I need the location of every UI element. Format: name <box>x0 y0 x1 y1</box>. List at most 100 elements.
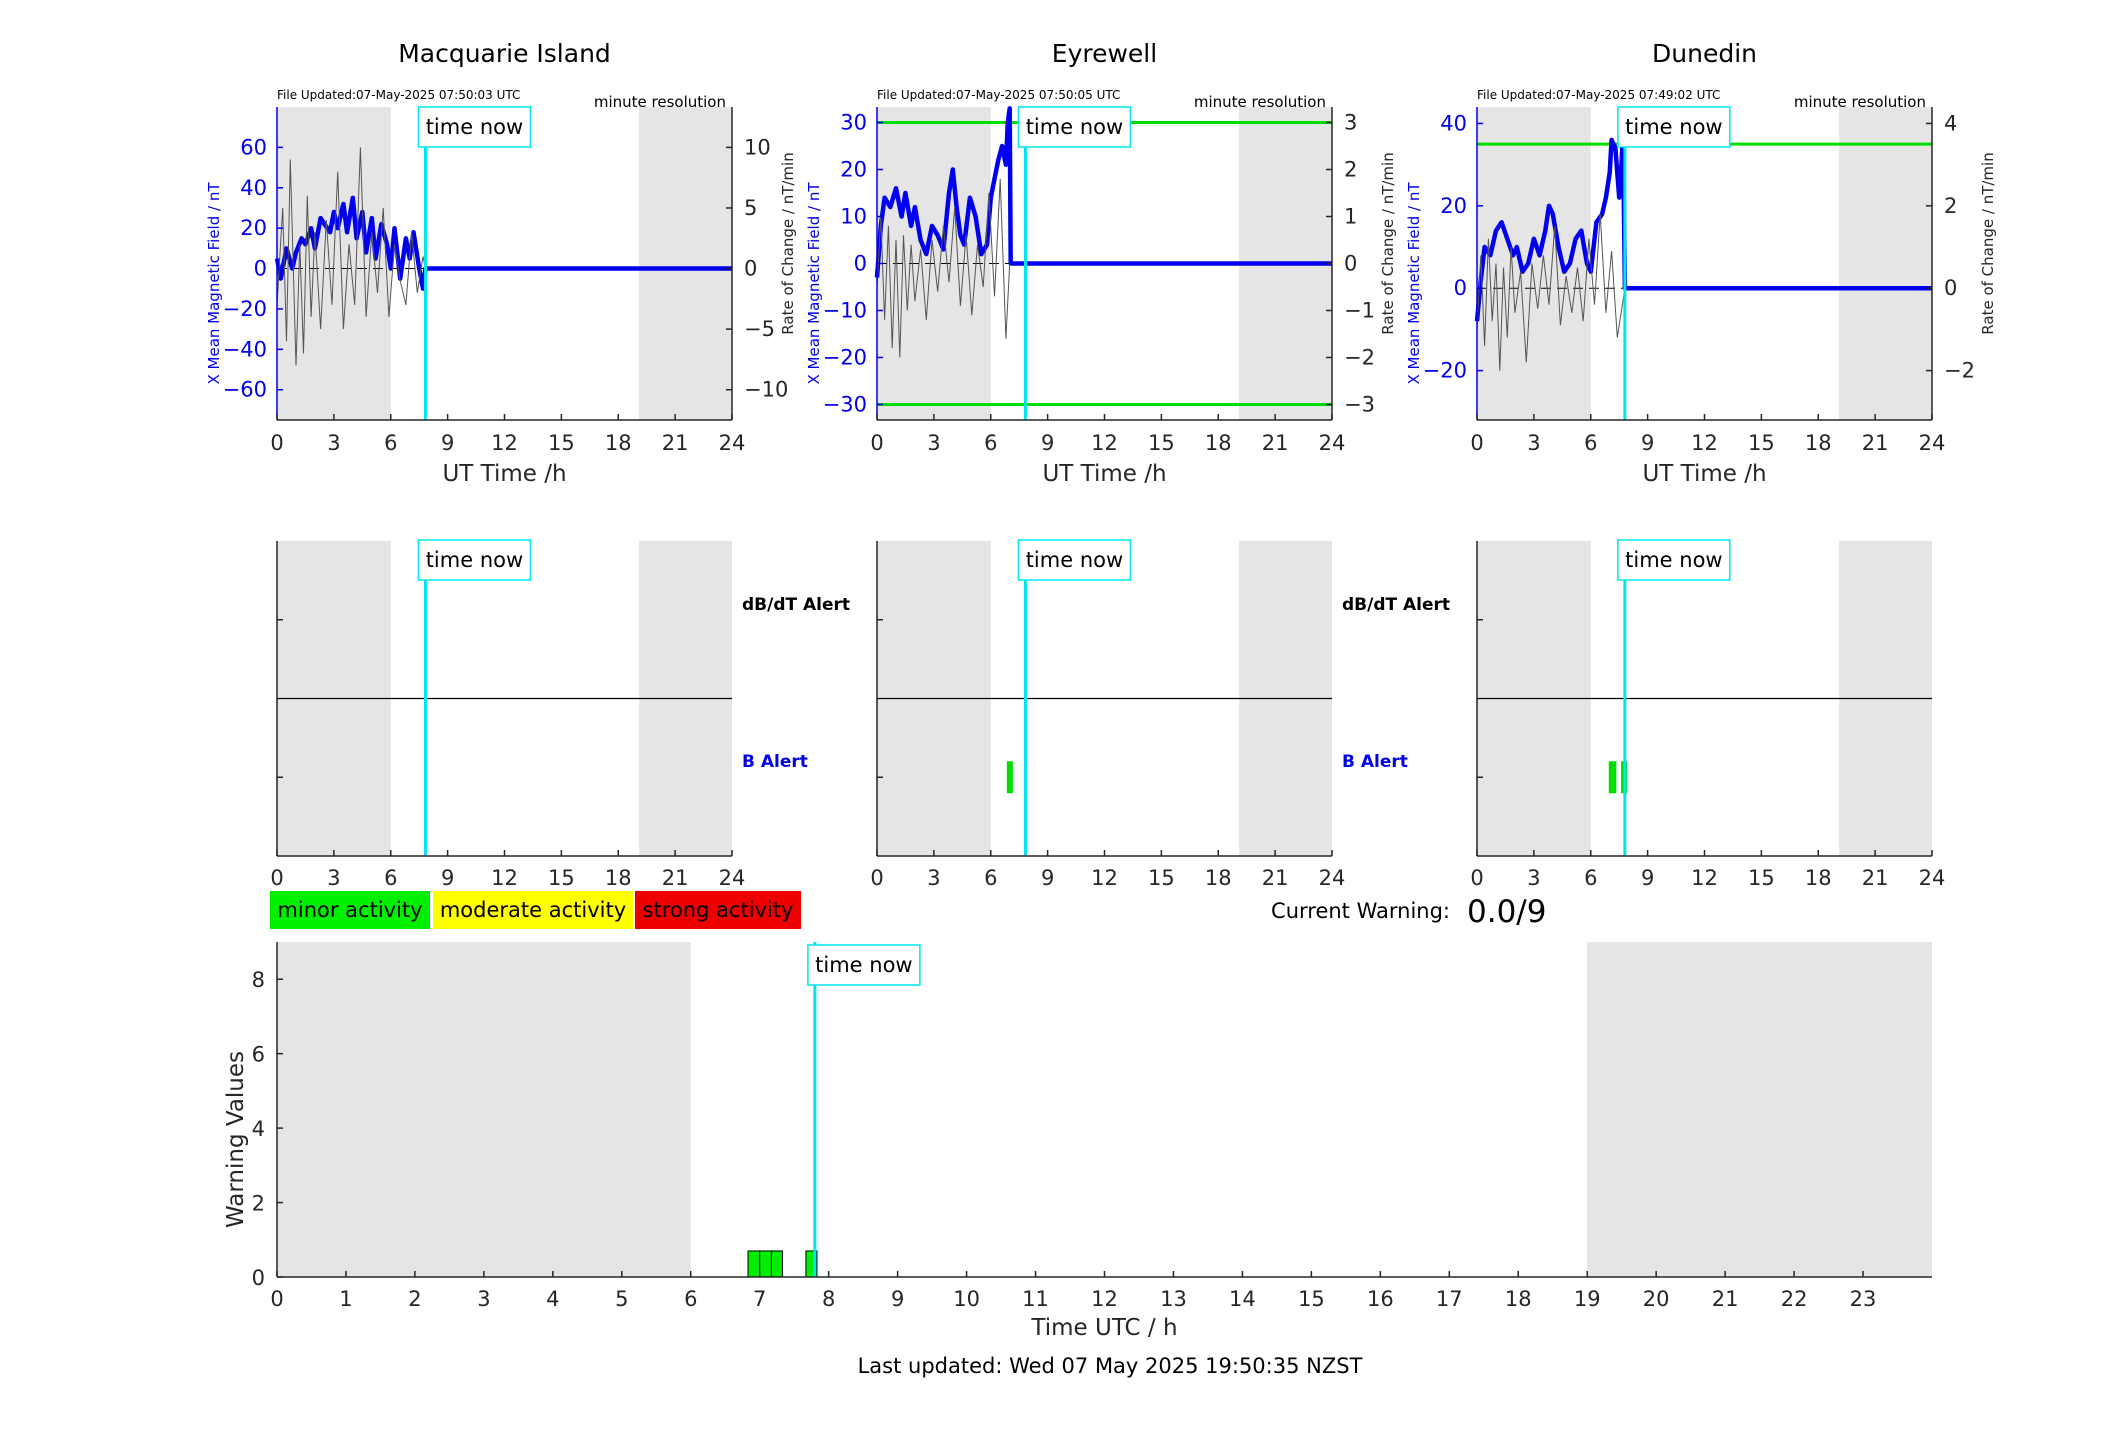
b-alert-bar <box>1006 761 1013 794</box>
right-ytick-label: 3 <box>1344 111 1357 135</box>
xtick-label: 18 <box>605 866 632 890</box>
footer-last-updated: Last updated: Wed 07 May 2025 19:50:35 N… <box>858 1354 1363 1378</box>
b-alert-bar <box>1608 761 1617 794</box>
xtick-label: 9 <box>1641 866 1654 890</box>
top-panels: Macquarie Island File Updated:07-May-2025… <box>205 39 1997 487</box>
xtick-label: 0 <box>1470 866 1483 890</box>
left-ytick-label: 0 <box>1454 276 1467 300</box>
xtick-label: 9 <box>1041 431 1054 455</box>
xtick-label: 18 <box>1205 866 1232 890</box>
rate-of-change-series-line <box>1476 214 1626 371</box>
file-updated-text: File Updated:07-May-2025 07:50:03 UTC <box>277 88 520 102</box>
xtick-label: 0 <box>270 866 283 890</box>
time-now-box <box>417 539 532 581</box>
xtick-label: 24 <box>1919 431 1946 455</box>
legend-strong-label: strong activity <box>643 898 794 922</box>
time-now-label: time now <box>1026 548 1123 572</box>
left-ytick-label: −20 <box>223 297 267 321</box>
night-shading <box>639 107 732 420</box>
warning-bar <box>759 1250 772 1278</box>
left-ytick-label: −20 <box>1423 359 1467 383</box>
time-now-box <box>807 944 921 986</box>
right-ytick-label: 5 <box>744 196 757 220</box>
file-updated-text: File Updated:07-May-2025 07:50:05 UTC <box>877 88 1120 102</box>
b-alert-row-label: B Alert <box>1342 752 1408 772</box>
current-warning-value: 0.0/9 <box>1467 894 1546 930</box>
legend-moderate-label: moderate activity <box>440 898 626 922</box>
xtick-label: 21 <box>1262 866 1289 890</box>
right-ytick-label: 1 <box>1344 205 1357 229</box>
xtick-label: 5 <box>615 1287 628 1311</box>
right-ytick-label: 2 <box>1944 194 1957 218</box>
time-now-label: time now <box>815 953 912 977</box>
xtick-label: 12 <box>1691 866 1718 890</box>
activity-legend: minor activity moderate activity strong … <box>270 891 801 929</box>
rate-of-change-series-line <box>876 178 1011 358</box>
xtick-label: 3 <box>327 866 340 890</box>
time-now-label: time now <box>1625 548 1722 572</box>
night-shading <box>1477 107 1591 420</box>
x-axis-title: UT Time /h <box>1642 461 1766 487</box>
xtick-label: 6 <box>384 431 397 455</box>
left-ytick-label: −30 <box>823 392 867 416</box>
night-shading <box>1587 942 1932 1277</box>
xtick-label: 3 <box>327 431 340 455</box>
xtick-label: 8 <box>822 1287 835 1311</box>
xtick-label: 15 <box>548 431 575 455</box>
right-ytick-label: 0 <box>1944 276 1957 300</box>
station-panel-0: Macquarie Island File Updated:07-May-2025… <box>205 39 797 487</box>
xtick-label: 0 <box>870 431 883 455</box>
xtick-label: 17 <box>1436 1287 1463 1311</box>
xtick-label: 19 <box>1574 1287 1601 1311</box>
left-ytick-label: −10 <box>823 298 867 322</box>
left-ytick-label: −60 <box>223 378 267 402</box>
xtick-label: 9 <box>1641 431 1654 455</box>
xtick-label: 0 <box>270 431 283 455</box>
dbdt-alert-row-label: dB/dT Alert <box>1342 595 1450 615</box>
warning-bar <box>770 1250 783 1278</box>
left-ytick-label: −40 <box>223 337 267 361</box>
station-title: Eyrewell <box>1052 39 1157 68</box>
xtick-label: 6 <box>684 1287 697 1311</box>
left-axis-title: X Mean Magnetic Field / nT <box>805 182 823 385</box>
x-axis-title: Time UTC / h <box>1030 1315 1177 1341</box>
xtick-label: 21 <box>662 431 689 455</box>
right-ytick-label: 10 <box>744 135 771 159</box>
x-field-series-line <box>274 195 732 291</box>
xtick-label: 15 <box>1748 431 1775 455</box>
left-ytick-label: 20 <box>240 216 267 240</box>
alert-panels: time now 0 3 6 9 12 15 18 21 24 dB/dT Alert B Alert… <box>270 539 1946 890</box>
xtick-label: 11 <box>1022 1287 1049 1311</box>
xtick-label: 24 <box>719 866 746 890</box>
time-now-box <box>1617 106 1731 148</box>
xtick-label: 12 <box>1691 431 1718 455</box>
left-ytick-label: 40 <box>1440 111 1467 135</box>
xtick-label: 3 <box>1527 431 1540 455</box>
xtick-label: 9 <box>891 1287 904 1311</box>
xtick-label: 24 <box>1919 866 1946 890</box>
time-now-box <box>1617 539 1731 581</box>
xtick-label: 3 <box>1527 866 1540 890</box>
xtick-label: 12 <box>1091 1287 1118 1311</box>
xtick-label: 15 <box>548 866 575 890</box>
xtick-label: 21 <box>1862 866 1889 890</box>
legend-minor-label: minor activity <box>277 898 422 922</box>
xtick-label: 14 <box>1229 1287 1256 1311</box>
rate-of-change-series-line <box>276 147 426 366</box>
xtick-label: 15 <box>1298 1287 1325 1311</box>
right-ytick-label: −2 <box>1944 359 1975 383</box>
xtick-label: 18 <box>1805 866 1832 890</box>
xtick-label: 21 <box>662 866 689 890</box>
file-updated-text: File Updated:07-May-2025 07:49:02 UTC <box>1477 88 1720 102</box>
xtick-label: 7 <box>753 1287 766 1311</box>
right-ytick-label: −1 <box>1344 298 1375 322</box>
right-ytick-label: −3 <box>1344 392 1375 416</box>
left-ytick-label: 20 <box>840 158 867 182</box>
station-title: Macquarie Island <box>398 39 611 68</box>
xtick-label: 9 <box>441 431 454 455</box>
xtick-label: 3 <box>927 866 940 890</box>
ytick-label: 8 <box>252 968 265 992</box>
xtick-label: 4 <box>546 1287 559 1311</box>
xtick-label: 16 <box>1367 1287 1394 1311</box>
